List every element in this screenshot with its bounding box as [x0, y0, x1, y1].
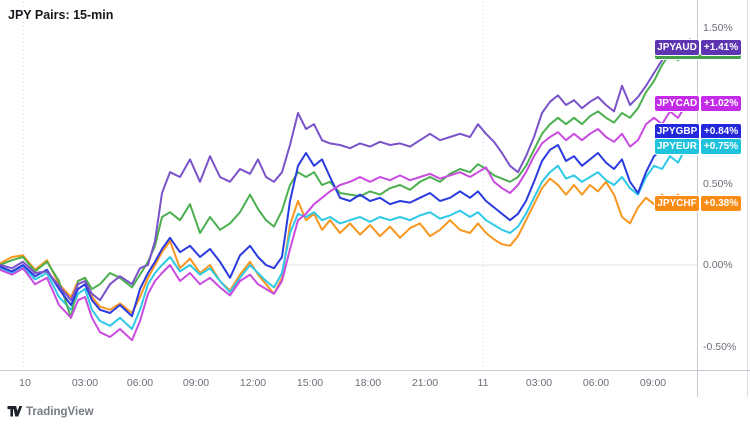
price-badge-pair-label: JPYCAD — [655, 95, 699, 111]
price-axis-tick: 0.50% — [703, 178, 733, 190]
price-badge-JPYGBP: JPYGBP +0.84% — [655, 123, 741, 139]
time-axis-tick: 11 — [477, 377, 489, 389]
time-axis[interactable]: 10 03:00 06:00 09:00 12:00 15:00 18:00 21:00 11 0… — [0, 370, 750, 397]
time-axis-tick: 09:00 — [639, 377, 667, 389]
tradingview-watermark-text: TradingView — [26, 405, 94, 418]
time-axis-tick: 03:00 — [71, 377, 99, 389]
price-axis-tick: 0.00% — [703, 259, 733, 271]
tradingview-logo-icon — [7, 406, 22, 417]
price-badge-change-value: +0.38% — [701, 195, 741, 211]
price-badge-JPYAUD: JPYAUD +1.41% — [655, 39, 741, 55]
price-chart-canvas[interactable] — [0, 0, 750, 373]
time-axis-tick: 09:00 — [182, 377, 210, 389]
price-badge-JPYEUR: JPYEUR +0.75% — [655, 138, 741, 154]
time-axis-tick: 12:00 — [239, 377, 267, 389]
price-axis[interactable]: 1.50% 0.50% 0.00% -0.50% — [697, 0, 750, 397]
price-badge-JPYCHF: JPYCHF +0.38% — [655, 195, 741, 211]
price-badge-pair-label: JPYEUR — [655, 138, 699, 154]
tradingview-watermark[interactable]: TradingView — [7, 404, 94, 419]
price-label-badges: JPYAUD +1.41% JPYCAD +1.02% JPYGBP +0.84% JPYE… — [655, 39, 741, 211]
price-badge-pair-label: JPYAUD — [655, 39, 699, 55]
price-badge-change-value: +0.84% — [701, 123, 741, 139]
time-axis-tick: 18:00 — [354, 377, 382, 389]
price-axis-tick: 1.50% — [703, 22, 733, 34]
price-badge-pair-label: JPYCHF — [655, 195, 699, 211]
series-line-JPYAUD — [0, 38, 691, 302]
time-axis-tick: 06:00 — [582, 377, 610, 389]
right-edge-border — [747, 0, 748, 397]
time-axis-tick: 10 — [19, 377, 31, 389]
price-badge-pair-label: JPYGBP — [655, 123, 699, 139]
price-badge-change-value: +1.02% — [701, 95, 741, 111]
series-line-JPYGBP — [0, 129, 691, 318]
price-badge-change-value: +0.75% — [701, 138, 741, 154]
time-axis-tick: 03:00 — [525, 377, 553, 389]
time-axis-tick: 21:00 — [411, 377, 439, 389]
price-axis-tick: -0.50% — [703, 341, 737, 353]
series-line-JPYEUR — [0, 144, 691, 330]
price-badge-change-value: +1.41% — [701, 39, 741, 55]
time-axis-tick: 06:00 — [126, 377, 154, 389]
price-badge-JPYCAD: JPYCAD +1.02% — [655, 95, 741, 111]
series-line-hidden-green — [0, 46, 691, 319]
time-axis-border — [0, 370, 750, 371]
time-axis-tick: 15:00 — [296, 377, 324, 389]
chart-title: JPY Pairs: 15-min — [8, 8, 114, 22]
series-line-JPYCAD — [0, 100, 691, 342]
